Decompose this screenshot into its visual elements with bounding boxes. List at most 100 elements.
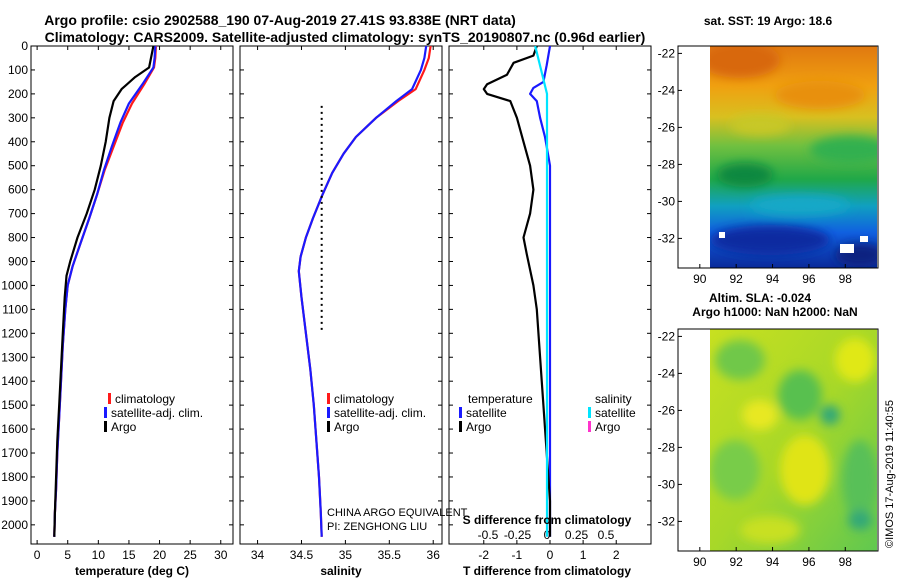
sla-high (740, 516, 800, 544)
sla-field (710, 329, 877, 551)
map-y-tick-label: -26 (658, 120, 676, 134)
x-tick-label: -2 (478, 548, 489, 562)
legend-label-argo: Argo (334, 420, 360, 434)
title-line-1: Argo profile: csio 2902588_190 07-Aug-20… (44, 12, 516, 28)
x-tick-label: 30 (214, 548, 228, 562)
y-tick-label: 1200 (1, 326, 28, 340)
x-tick-label: 36 (427, 548, 441, 562)
warm-patch (775, 81, 865, 109)
transition-patch (730, 115, 790, 135)
y-tick-label: 1700 (1, 446, 28, 460)
x-tick-label: 34.5 (290, 548, 314, 562)
y-tick-label: 300 (8, 111, 28, 125)
map-x-tick-label: 96 (802, 272, 816, 286)
series-satellite-adj-clim- (53, 46, 157, 537)
depth-axis: 0 100 200 300 400 500 600 700 800 900 1000 1100 1200… (1, 39, 233, 532)
series-argo (53, 46, 155, 537)
sla-low (778, 370, 822, 420)
map-x-tick-label: 92 (730, 272, 744, 286)
x-tick-label: 34 (251, 548, 265, 562)
x-tick-label: 35.5 (378, 548, 402, 562)
map-y-tick-label: -24 (658, 366, 676, 380)
difference-series (482, 46, 552, 537)
map-x-tick-label: 98 (839, 555, 853, 569)
legend-label-satellite: satellite-adj. clim. (111, 406, 203, 420)
map-x-tick-label: 90 (693, 272, 707, 286)
legend-swatch-climatology (108, 393, 111, 404)
cold-patch (750, 195, 850, 215)
map-x-tick-label: 98 (839, 272, 853, 286)
map-x-tick-label: 94 (766, 272, 780, 286)
salinity-panel: 34 34.5 35 35.5 36 climatology satellite-adj… (239, 45, 468, 578)
map-x-tick-label: 96 (802, 555, 816, 569)
map-x-tick-label: 90 (693, 555, 707, 569)
land-mask-pixel (860, 236, 868, 242)
legend-swatch-t-satellite (459, 407, 462, 418)
map-y-tick-label: -30 (658, 194, 676, 208)
sla-map-title-line-2: Argo h1000: NaN h2000: NaN (692, 305, 857, 319)
sla-map-title-line-1: Altim. SLA: -0.024 (709, 291, 811, 305)
legend-swatch-t-argo (459, 421, 462, 432)
y-tick-label: 1400 (1, 374, 28, 388)
x-tick-label: 0 (547, 548, 554, 562)
sla-map-axes: 90 92 94 96 98 -22 -24 -26 -28 -30 -32 (658, 329, 853, 569)
legend-label-climatology: climatology (334, 392, 394, 406)
copyright-stamp: ©IMOS 17-Aug-2019 11:40:55 (884, 400, 896, 548)
sla-low (715, 340, 765, 380)
map-x-tick-label: 92 (730, 555, 744, 569)
legend-label-t-argo: Argo (466, 420, 492, 434)
y-tick-label: 1900 (1, 494, 28, 508)
sla-min (848, 510, 872, 530)
x-tick-label: 1 (580, 548, 587, 562)
legend-label-climatology: climatology (115, 392, 175, 406)
legend-label-t-satellite: satellite (466, 406, 507, 420)
sla-min (820, 405, 840, 425)
cool-patch (717, 163, 773, 187)
difference-x-axis: -2 -1 0 1 2-0.5 -0.25 0 0.25 0.5 (478, 46, 620, 562)
x-tick-label: 2 (613, 548, 620, 562)
agency-note: CHINA ARGO EQUIVALENT (327, 507, 468, 519)
salinity-frame (239, 45, 443, 545)
legend-swatch-s-argo (588, 421, 591, 432)
legend-swatch-argo (104, 421, 107, 432)
sla-map-panel: Altim. SLA: -0.024 Argo h1000: NaN h2000… (658, 291, 879, 569)
y-tick-label: 1100 (2, 302, 28, 316)
y-tick-label: 800 (8, 231, 28, 245)
legend-swatch-climatology (327, 393, 330, 404)
series-satellite-adj-clim- (297, 46, 428, 537)
y-tick-label: 900 (8, 254, 28, 268)
x-tick-label: -1 (512, 548, 523, 562)
t-difference-axis-label: T difference from climatology (463, 564, 631, 578)
temperature-legend: climatology satellite-adj. clim. Argo (104, 392, 203, 434)
cool-patch (810, 136, 877, 164)
map-y-tick-label: -32 (658, 514, 676, 528)
series-s-satellite (534, 46, 549, 537)
legend-swatch-satellite (327, 407, 330, 418)
salinity-y-ticks (240, 45, 442, 526)
temperature-frame (30, 45, 234, 545)
sla-low (710, 440, 760, 500)
s-difference-axis-label: S difference from climatology (463, 513, 632, 527)
land-mask-pixel (840, 244, 854, 253)
x-tick-label: 20 (153, 548, 167, 562)
temperature-x-axis: 0 5 10 15 20 25 30 (34, 46, 228, 562)
pi-note: PI: ZENGHONG LIU (327, 521, 427, 533)
y-tick-label: 0 (21, 39, 28, 53)
difference-y-ticks (449, 45, 651, 526)
x-tick-label: 0 (34, 548, 41, 562)
map-y-tick-label: -28 (658, 440, 676, 454)
sla-high (742, 400, 778, 430)
map-y-tick-label: -28 (658, 157, 676, 171)
title-line-2: Climatology: CARS2009. Satellite-adjuste… (45, 29, 646, 45)
y-tick-label: 1000 (1, 278, 28, 292)
s-tick-label: 0.5 (598, 528, 615, 542)
salinity-x-axis: 34 34.5 35 35.5 36 (251, 46, 440, 562)
legend-swatch-argo (327, 421, 330, 432)
y-tick-label: 2000 (1, 518, 28, 532)
legend-label-s-argo: Argo (595, 420, 621, 434)
s-tick-label: 0.25 (565, 528, 589, 542)
sla-low (842, 440, 877, 520)
map-y-tick-label: -32 (658, 231, 676, 245)
y-tick-label: 400 (8, 135, 28, 149)
